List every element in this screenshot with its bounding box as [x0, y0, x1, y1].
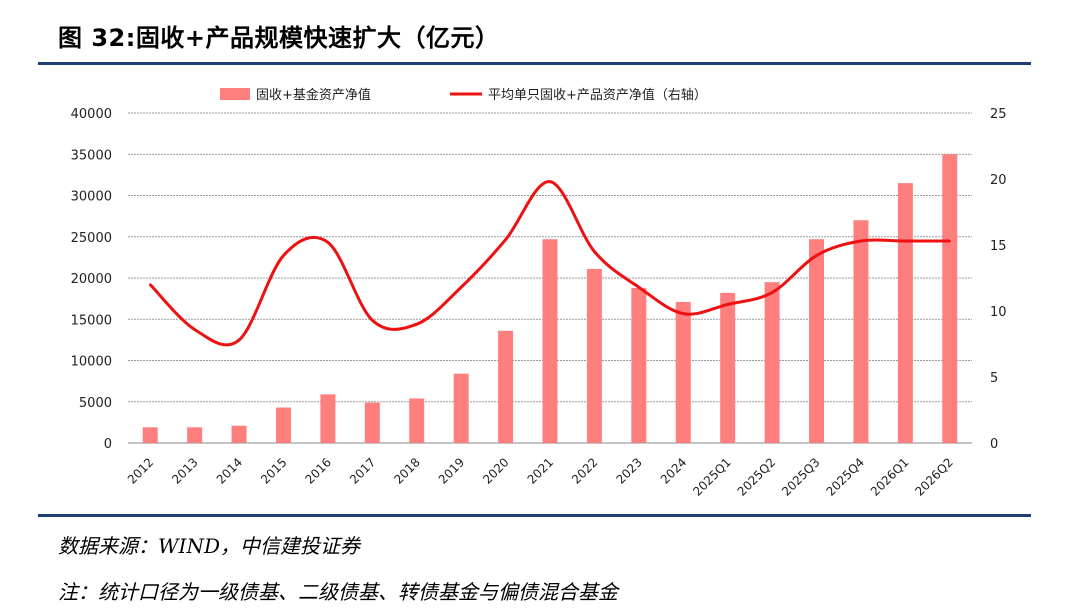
line-series	[149, 180, 951, 347]
y2-tick-label: 5	[990, 371, 998, 386]
bar	[320, 394, 336, 443]
legend-swatch-bar	[220, 88, 250, 100]
line-point	[682, 312, 685, 315]
legend-label-bar: 固收+基金资产净值	[256, 87, 371, 103]
legend: 固收+基金资产净值 平均单只固收+产品资产净值（右轴）	[220, 87, 707, 103]
figure-title: 图 32:固收+产品规模快速扩大（亿元）	[58, 24, 500, 52]
x-tick-label: 2017	[347, 455, 378, 486]
line-point	[904, 239, 907, 243]
x-tick-label: 2026Q2	[912, 455, 956, 499]
line-point	[948, 239, 951, 243]
bar	[675, 301, 691, 443]
bar	[187, 427, 203, 443]
line-point	[548, 180, 552, 183]
bar	[586, 268, 602, 443]
y-tick-label: 40000	[71, 107, 112, 122]
x-tick-label: 2025Q1	[690, 455, 734, 499]
y2-tick-label: 0	[990, 437, 998, 452]
x-tick-label: 2025Q3	[779, 455, 823, 499]
y2-tick-label: 15	[990, 239, 1007, 254]
bar	[453, 373, 469, 443]
x-tick-label: 2015	[258, 455, 289, 486]
y2-tick-label: 10	[990, 305, 1007, 320]
y2-tick-label: 25	[990, 107, 1007, 122]
y-tick-label: 5000	[79, 396, 112, 411]
bar	[764, 282, 780, 443]
line-point	[459, 286, 463, 289]
legend-label-line: 平均单只固收+产品资产净值（右轴）	[488, 87, 707, 103]
line-point	[415, 323, 418, 326]
y-tick-label: 0	[104, 437, 112, 452]
bar	[364, 402, 380, 443]
bottom-divider	[38, 514, 1031, 517]
x-tick-label: 2012	[125, 455, 156, 486]
line-point	[637, 286, 641, 289]
source-note: 数据来源：WIND，中信建投证券	[58, 534, 360, 558]
line-point	[237, 338, 241, 342]
x-tick-label: 2022	[569, 455, 600, 486]
chart: 0 5000 10000 15000 20000 25000 30000 35000 40000…	[71, 87, 1007, 499]
y-tick-label: 35000	[71, 148, 112, 163]
y-tick-label: 30000	[71, 190, 112, 205]
line-point	[193, 328, 196, 331]
bar	[142, 427, 158, 443]
y-tick-label: 20000	[71, 272, 112, 287]
bar	[498, 330, 514, 443]
x-tick-label: 2016	[303, 455, 334, 486]
bar	[275, 407, 291, 443]
left-axis-ticks: 0 5000 10000 15000 20000 25000 30000 35000 40000	[71, 107, 112, 452]
x-tick-label: 2025Q4	[823, 455, 867, 499]
line-point	[282, 254, 285, 257]
bar	[809, 239, 825, 443]
bar	[942, 154, 958, 443]
x-axis-ticks: 2012 2013 2014 2015 2016 2017 2018 2019 2020 2021…	[125, 455, 956, 499]
scope-note: 注：统计口径为一级债基、二级债基、转债基金与偏债混合基金	[58, 580, 618, 604]
bar	[631, 287, 647, 443]
line-point	[149, 283, 152, 286]
top-divider	[38, 62, 1031, 65]
y-tick-label: 10000	[71, 355, 112, 370]
y2-tick-label: 20	[990, 173, 1007, 188]
line-point	[504, 238, 507, 241]
x-tick-label: 2018	[391, 455, 422, 486]
line-point	[593, 250, 596, 253]
bar	[542, 239, 558, 443]
x-tick-label: 2020	[480, 455, 511, 486]
x-tick-label: 2024	[658, 455, 689, 486]
bar	[231, 425, 247, 443]
line-point	[815, 254, 818, 257]
x-tick-label: 2014	[214, 455, 245, 486]
y-tick-label: 15000	[71, 313, 112, 328]
line-point	[770, 291, 774, 294]
bar	[853, 220, 869, 443]
x-tick-label: 2021	[525, 455, 556, 486]
x-tick-label: 2019	[436, 455, 467, 486]
bar	[409, 398, 425, 443]
bar	[897, 183, 913, 443]
right-axis-ticks: 0 5 10 15 20 25	[990, 107, 1007, 452]
bar	[720, 292, 736, 443]
bar-series	[142, 154, 958, 443]
line-point	[326, 241, 330, 244]
line-point	[726, 303, 729, 306]
x-tick-label: 2026Q1	[868, 455, 912, 499]
y-tick-label: 25000	[71, 231, 112, 246]
x-tick-label: 2023	[613, 455, 644, 486]
line-point	[859, 239, 863, 243]
x-tick-label: 2025Q2	[735, 455, 779, 499]
line-point	[371, 319, 374, 322]
x-tick-label: 2013	[169, 455, 200, 486]
